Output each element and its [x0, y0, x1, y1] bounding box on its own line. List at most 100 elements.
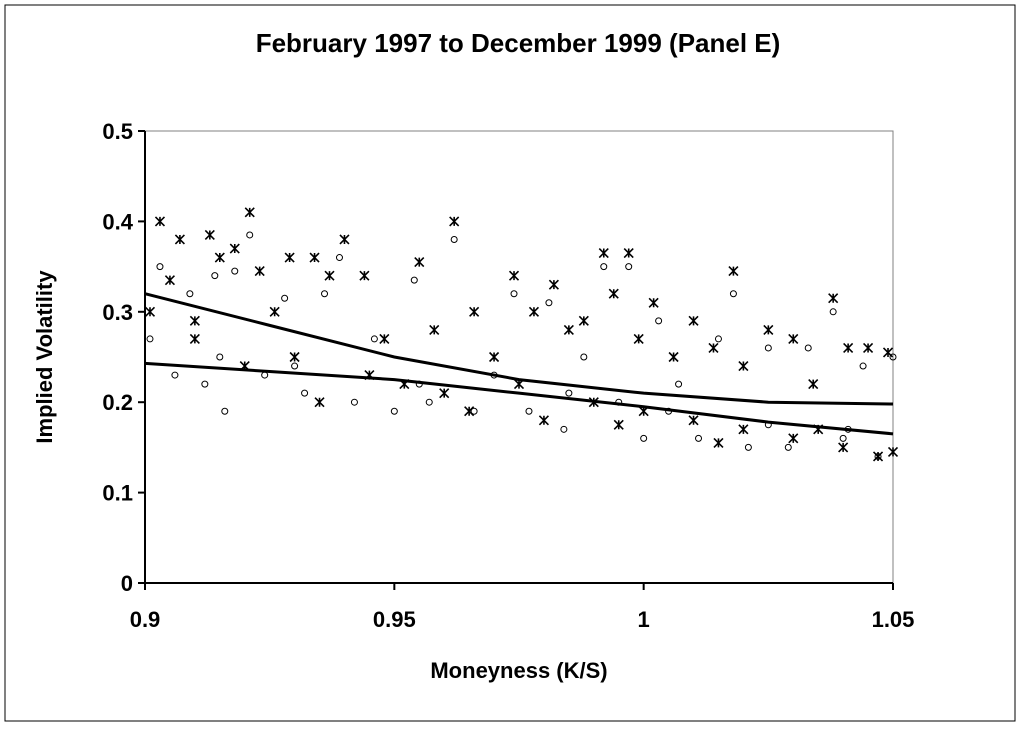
circle-point — [695, 434, 703, 442]
circle-point — [281, 294, 289, 302]
asterisk-point — [882, 347, 894, 358]
circle-point — [560, 425, 568, 433]
circle-point — [186, 290, 194, 298]
x-axis-label: Moneyness (K/S) — [430, 658, 607, 683]
circle-point — [784, 443, 792, 451]
circle-point — [675, 380, 683, 388]
asterisk-point — [214, 252, 225, 263]
asterisk-point — [713, 437, 724, 448]
x-tick-label: 0.95 — [373, 607, 416, 632]
y-tick-label: 0.4 — [102, 209, 133, 234]
y-tick-label: 0.3 — [102, 300, 133, 325]
asterisk-point — [254, 266, 265, 277]
chart-title: February 1997 to December 1999 (Panel E) — [256, 28, 781, 58]
circle-point — [874, 452, 882, 460]
circle-point — [600, 263, 608, 271]
circle-point — [390, 407, 398, 415]
asterisk-point — [429, 324, 440, 335]
circle-point — [171, 371, 179, 379]
circle-point — [231, 267, 239, 275]
asterisk-point — [808, 379, 819, 390]
y-tick-label: 0.2 — [102, 390, 133, 415]
plot-area — [144, 130, 894, 584]
circle-point — [410, 276, 418, 284]
asterisk-point — [708, 342, 719, 354]
asterisk-point — [608, 288, 619, 299]
circle-point — [640, 434, 648, 442]
circle-point — [321, 290, 329, 298]
asterisk-point — [508, 270, 520, 281]
asterisk-point — [838, 442, 849, 453]
asterisk-point — [863, 342, 874, 354]
y-tick-label: 0.5 — [102, 119, 133, 144]
circle-point — [335, 254, 343, 262]
y-tick-label: 0 — [121, 571, 133, 596]
circle-point — [470, 407, 478, 415]
x-tick-label: 1.05 — [872, 607, 915, 632]
asterisk-point — [189, 315, 200, 326]
asterisk-point — [464, 406, 475, 417]
asterisk-point — [613, 419, 624, 430]
asterisk-point — [309, 252, 320, 263]
circle-point — [729, 290, 737, 298]
circle-point — [221, 407, 229, 415]
asterisk-point — [728, 266, 739, 277]
asterisk-point — [548, 279, 559, 290]
circle-point — [291, 362, 299, 370]
asterisk-point — [788, 433, 799, 444]
asterisk-point — [324, 270, 335, 281]
circle-point — [211, 272, 219, 280]
circle-point — [216, 353, 224, 361]
asterisk-point — [563, 324, 574, 335]
circle-point — [425, 398, 433, 406]
asterisk-point — [144, 306, 156, 317]
circle-point — [764, 344, 772, 352]
asterisk-point — [887, 446, 899, 457]
circle-point — [839, 434, 847, 442]
circle-point — [804, 344, 812, 352]
asterisk-point — [598, 247, 609, 259]
asterisk-point — [528, 306, 540, 317]
asterisk-point — [269, 306, 280, 317]
circle-point — [510, 290, 518, 298]
asterisk-point — [314, 397, 325, 408]
asterisk-point — [489, 351, 500, 363]
circle-point — [370, 335, 378, 343]
fit-line — [144, 361, 894, 436]
asterisk-point — [284, 252, 295, 263]
circle-point — [545, 299, 553, 307]
circle-point — [744, 443, 752, 451]
circle-point — [859, 362, 867, 370]
asterisk-point — [578, 315, 589, 326]
asterisk-point — [379, 333, 390, 344]
circle-point — [580, 353, 588, 361]
x-tick-label: 1 — [638, 607, 650, 632]
asterisk-point — [688, 415, 699, 426]
circle-point — [156, 263, 164, 271]
asterisk-point — [688, 315, 699, 326]
asterisk-point — [828, 293, 839, 304]
asterisk-point — [843, 342, 854, 354]
asterisk-point — [154, 216, 166, 227]
circle-point — [565, 389, 573, 397]
asterisk-point — [289, 351, 300, 363]
asterisk-point — [538, 415, 549, 426]
asterisk-point — [668, 351, 679, 363]
y-axis-label: Implied Volatility — [32, 270, 57, 444]
circle-point — [829, 308, 837, 316]
circle-point — [246, 231, 254, 239]
asterisk-point — [738, 360, 749, 372]
asterisk-point — [204, 229, 215, 241]
circle-point — [350, 398, 358, 406]
x-tick-label: 0.9 — [130, 607, 161, 632]
asterisk-point — [469, 306, 480, 317]
circle-point — [625, 263, 633, 271]
asterisk-point — [648, 297, 659, 308]
circle-point — [146, 335, 154, 343]
asterisk-point — [738, 424, 749, 435]
asterisk-point — [189, 333, 200, 344]
circle-point — [525, 407, 533, 415]
asterisk-point — [174, 234, 185, 245]
asterisk-point — [763, 324, 774, 335]
